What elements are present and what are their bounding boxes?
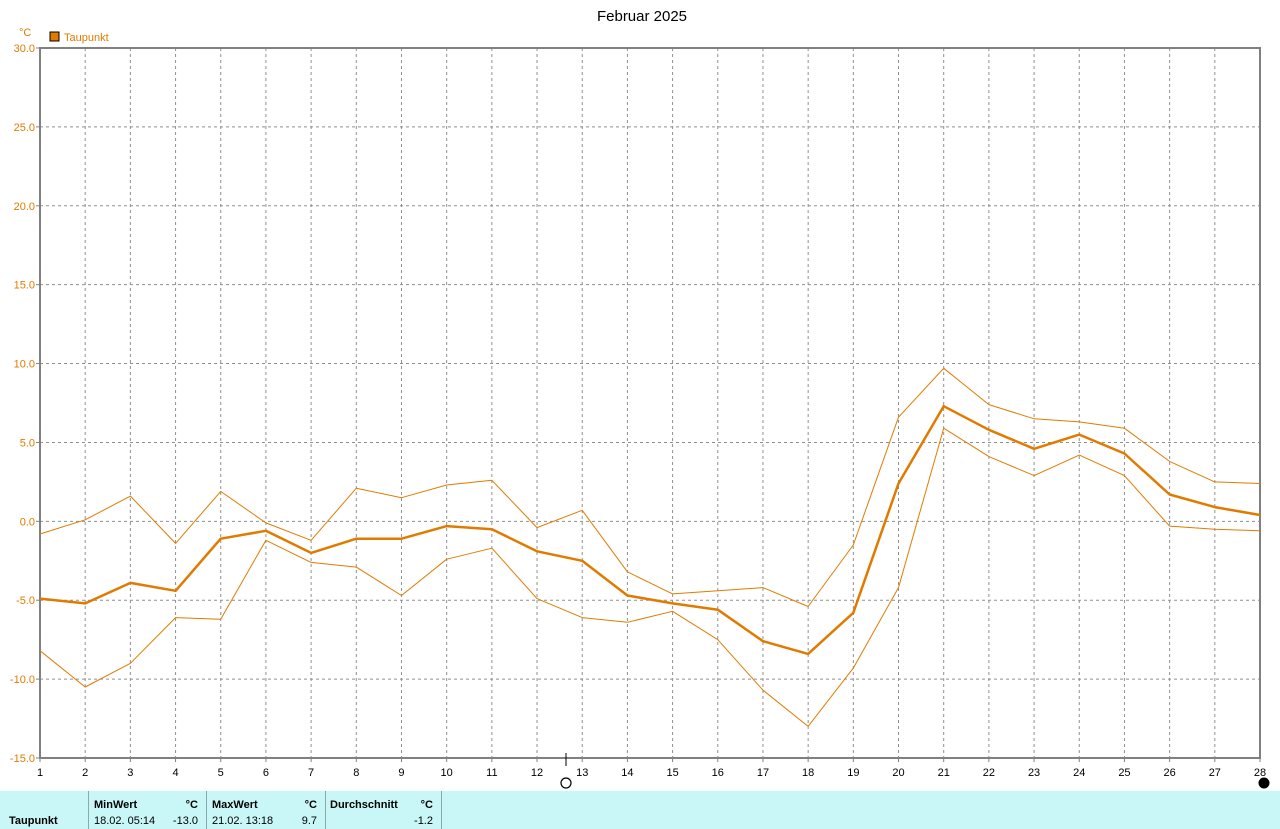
y-axis-ticks: 30.0 25.0 20.0 15.0 10.0 5.0 0.0 -5.0 -10.0 -15.0 xyxy=(10,43,40,765)
avg-header: Durchschnitt xyxy=(330,799,398,811)
series-line-average xyxy=(39,404,1261,656)
x-tick-label: 16 xyxy=(712,767,724,779)
x-axis-ticks: 1 2 3 4 5 6 7 8 9 10 11 12 13 14 15 16 17 18 19 20 21 22 23 24 2… xyxy=(37,758,1266,779)
max-time: 21.02. 13:18 xyxy=(212,815,274,827)
min-header: MinWert xyxy=(94,799,138,811)
stats-row-label-cell: Taupunkt xyxy=(0,791,89,829)
x-tick-label: 11 xyxy=(486,767,497,779)
y-tick-label: -5.0 xyxy=(16,595,35,607)
y-tick-label: 10.0 xyxy=(14,359,35,371)
min-time: 18.02. 05:14 xyxy=(94,815,156,827)
max-value: 9.7 xyxy=(301,815,317,827)
min-unit: °C xyxy=(185,799,198,811)
stats-avg-cell: Durchschnitt °C -1.2 xyxy=(326,791,442,829)
y-tick-label: 5.0 xyxy=(20,437,35,449)
y-tick-label: 15.0 xyxy=(14,280,35,292)
x-tick-label: 25 xyxy=(1118,767,1130,779)
max-unit: °C xyxy=(304,799,317,811)
avg-unit: °C xyxy=(420,799,433,811)
x-tick-label: 26 xyxy=(1164,767,1176,779)
x-tick-label: 17 xyxy=(757,767,769,779)
y-tick-label: -15.0 xyxy=(10,753,35,765)
x-tick-label: 10 xyxy=(441,767,453,779)
x-tick-label: 1 xyxy=(37,767,43,779)
x-tick-label: 28 xyxy=(1254,767,1266,779)
legend-label-taupunkt: Taupunkt xyxy=(64,32,109,44)
stats-min-cell: MinWert °C 18.02. 05:14 -13.0 xyxy=(89,791,207,829)
series-line-max xyxy=(39,367,1261,607)
x-tick-label: 15 xyxy=(666,767,678,779)
moon-phase-icon xyxy=(560,777,572,789)
chart: Februar 2025 °C Taupunkt 30.025.020.015.… xyxy=(10,8,1270,789)
x-tick-label: 14 xyxy=(621,767,633,779)
x-tick-label: 23 xyxy=(1028,767,1040,779)
x-tick-label: 20 xyxy=(892,767,904,779)
series xyxy=(39,367,1261,727)
stats-max-cell: MaxWert °C 21.02. 13:18 9.7 xyxy=(207,791,326,829)
chart-title: Februar 2025 xyxy=(597,8,687,25)
stats-panel: Taupunkt MinWert °C 18.02. 05:14 -13.0 M… xyxy=(0,791,1280,829)
y-tick-label: 30.0 xyxy=(14,43,35,55)
x-tick-label: 13 xyxy=(576,767,588,779)
x-tick-label: 3 xyxy=(127,767,133,779)
x-tick-label: 2 xyxy=(82,767,88,779)
min-value: -13.0 xyxy=(172,815,198,827)
max-header: MaxWert xyxy=(212,799,258,811)
x-tick-label: 21 xyxy=(938,767,950,779)
y-tick-label: 25.0 xyxy=(14,122,35,134)
legend-swatch xyxy=(49,31,60,42)
y-tick-label: 0.0 xyxy=(20,516,35,528)
x-tick-label: 19 xyxy=(847,767,859,779)
series-line-min xyxy=(39,427,1261,727)
x-tick-label: 22 xyxy=(983,767,995,779)
plot-frame xyxy=(39,47,1261,759)
x-tick-label: 12 xyxy=(531,767,543,779)
y-tick-label: 20.0 xyxy=(14,201,35,213)
x-tick-label: 24 xyxy=(1073,767,1085,779)
avg-value: -1.2 xyxy=(414,815,433,827)
x-tick-label: 7 xyxy=(308,767,314,779)
y-tick-label: -10.0 xyxy=(10,674,35,686)
x-tick-label: 18 xyxy=(802,767,814,779)
stats-row-label: Taupunkt xyxy=(9,815,58,827)
x-tick-label: 4 xyxy=(172,767,178,779)
x-tick-label: 8 xyxy=(353,767,359,779)
new-moon-icon xyxy=(1258,777,1270,789)
x-tick-label: 27 xyxy=(1209,767,1221,779)
y-axis-unit-label: °C xyxy=(19,27,31,39)
x-tick-label: 6 xyxy=(263,767,269,779)
grid xyxy=(40,48,1260,758)
x-tick-label: 9 xyxy=(398,767,404,779)
x-tick-label: 5 xyxy=(218,767,224,779)
